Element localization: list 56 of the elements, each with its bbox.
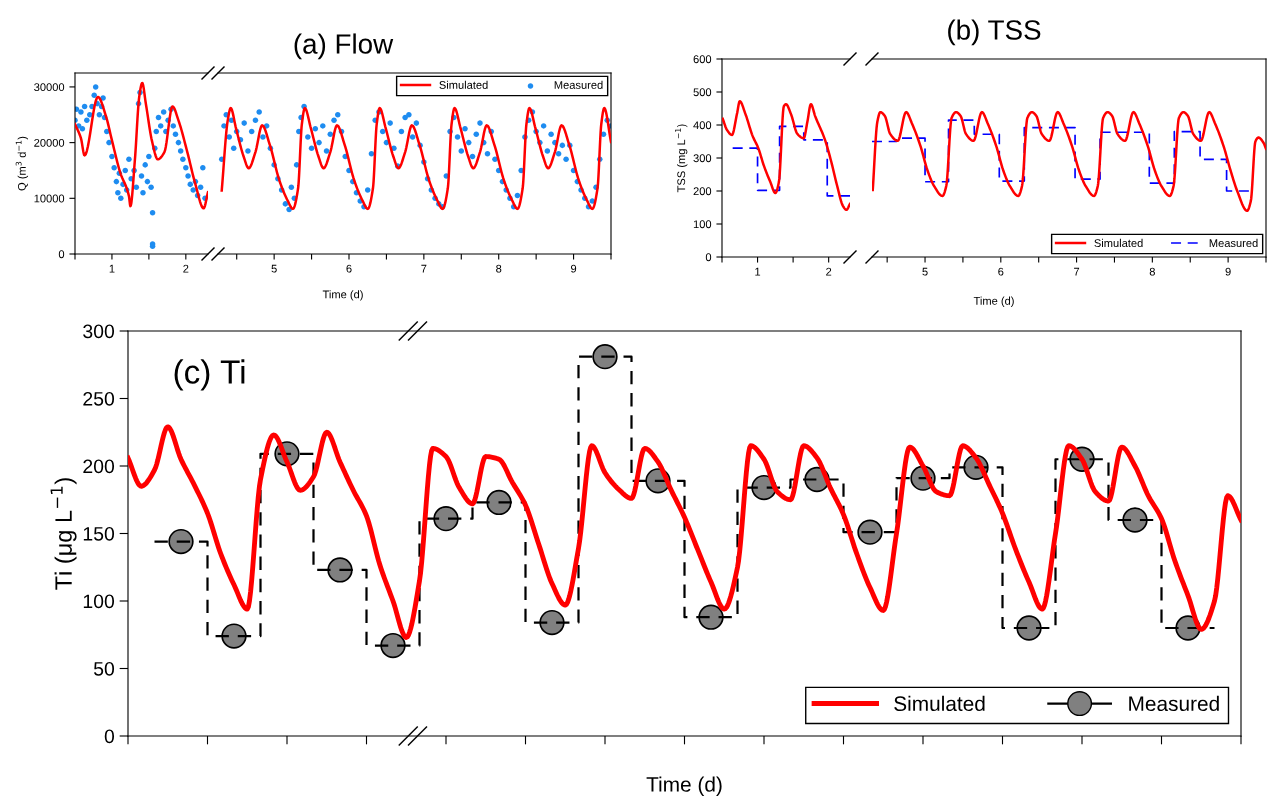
x-tick-label: 7 (421, 264, 427, 273)
point (1122, 507, 1148, 533)
chart-title: (a) Flow (294, 33, 394, 60)
x-tick-label: 1 (109, 264, 115, 273)
y-tick-label: 400 (693, 121, 712, 130)
legend-label: Measured (554, 80, 603, 89)
y-axis-title: Q (m$^{3}$ d$^{−1}$) (15, 136, 29, 191)
y-tick-label: 100 (83, 594, 115, 609)
point (698, 604, 724, 630)
x-axis-title: Time (d) (973, 296, 1014, 307)
y-tick-label: 500 (693, 88, 712, 97)
y-tick-label: 300 (83, 324, 115, 339)
x-tick-label: 9 (1225, 267, 1231, 276)
y-tick-label: 100 (693, 220, 712, 229)
point (433, 505, 459, 532)
x-axis-title: Time (d) (646, 776, 722, 796)
x-tick-label: 6 (998, 267, 1004, 276)
y-tick-label: 20000 (34, 138, 65, 147)
y-tick-label: 200 (83, 459, 115, 474)
x-tick-label: 6 (346, 264, 352, 273)
x-tick-label: 8 (496, 264, 502, 273)
x-tick-label: 2 (826, 267, 832, 276)
legend-label: Measured (1209, 238, 1258, 248)
y-tick-label: 250 (83, 391, 115, 406)
y-tick-label: 600 (693, 55, 712, 64)
point (221, 623, 247, 649)
point (857, 519, 883, 545)
x-axis-title: Time (d) (322, 290, 363, 301)
y-tick-label: 10000 (34, 194, 65, 203)
y-axis-title: TSS (mg L$^{−1}$) (675, 124, 688, 193)
x-tick-label: 2 (183, 264, 189, 273)
legend-label: Simulated (894, 695, 985, 712)
point (592, 343, 618, 370)
legend-label: Simulated (439, 80, 488, 89)
y-tick-label: 300 (693, 154, 712, 163)
x-tick-label: 9 (571, 264, 577, 273)
x-tick-label: 5 (922, 267, 928, 276)
point (327, 557, 353, 583)
y-axis-title: Ti (μg L$^{−1}$) (50, 478, 77, 590)
x-tick-label: 5 (271, 264, 277, 273)
point (168, 528, 194, 555)
y-tick-label: 0 (104, 729, 115, 744)
text: (c) Ti (174, 359, 245, 391)
x-tick-label: 1 (755, 267, 761, 276)
x-tick-label: 7 (1074, 267, 1080, 276)
point (1016, 615, 1042, 641)
y-tick-label: 50 (93, 661, 115, 676)
chart-title: (b) TSS (948, 19, 1041, 46)
legend-label: Simulated (1094, 238, 1143, 248)
y-tick-label: 30000 (34, 83, 65, 92)
x-tick-label: 8 (1149, 267, 1155, 276)
y-tick-label: 0 (705, 253, 712, 262)
legend-label: Measured (1129, 695, 1219, 712)
y-tick-label: 150 (83, 526, 115, 541)
y-tick-label: 200 (693, 187, 712, 196)
y-tick-label: 0 (58, 250, 65, 259)
